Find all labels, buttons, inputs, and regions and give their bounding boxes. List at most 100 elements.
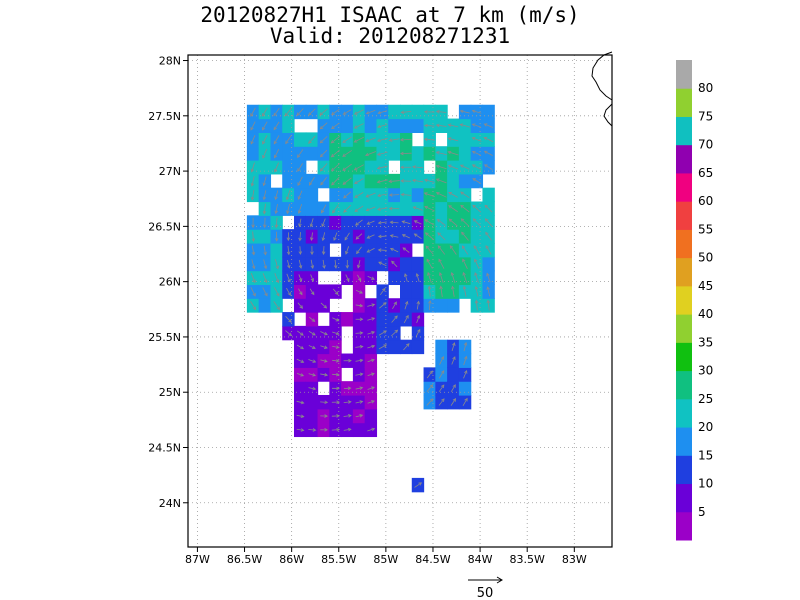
wind-cell <box>305 408 319 424</box>
wind-vector-head <box>485 231 489 236</box>
wind-vector <box>378 344 387 350</box>
wind-vector-head <box>400 165 404 170</box>
wind-vector <box>331 136 340 144</box>
wind-cell <box>329 215 342 230</box>
wind-vector-head <box>366 249 371 253</box>
wind-vector <box>367 220 375 225</box>
wind-vector <box>377 151 388 156</box>
x-tick-label: 86W <box>279 553 304 566</box>
wind-cell <box>341 312 354 327</box>
wind-vector <box>389 138 400 141</box>
wind-vector-head <box>288 332 293 337</box>
wind-vector-head <box>342 139 346 143</box>
wind-vector <box>298 274 302 282</box>
wind-vector-head <box>462 258 466 263</box>
wind-vector-head <box>377 193 381 198</box>
wind-vector <box>487 286 491 297</box>
wind-vector-head <box>355 222 359 226</box>
wind-vector-head <box>343 195 347 199</box>
wind-cell <box>411 118 425 133</box>
wind-vector <box>331 176 340 186</box>
wind-vector <box>415 329 421 337</box>
wind-vector-head <box>485 245 489 249</box>
wind-cell <box>482 187 495 203</box>
wind-cell <box>388 104 401 120</box>
wind-vector-head <box>322 265 326 269</box>
colorbar-segment <box>676 455 692 485</box>
wind-vector <box>273 121 280 130</box>
wind-vector <box>426 370 433 379</box>
wind-vector <box>428 300 431 311</box>
wind-vector-head <box>424 219 429 223</box>
wind-vector-head <box>448 218 453 222</box>
wind-cell <box>458 173 472 189</box>
wind-cell <box>388 118 401 133</box>
wind-cell <box>447 229 460 244</box>
wind-vector <box>438 259 445 269</box>
wind-vector <box>298 190 303 200</box>
wind-vector-head <box>300 428 305 432</box>
wind-vector <box>484 205 493 213</box>
colorbar-label: 65 <box>698 166 713 180</box>
wind-vector <box>355 289 363 294</box>
wind-vector-head <box>371 303 376 307</box>
wind-vector-head <box>412 206 417 210</box>
wind-vector-head <box>440 355 445 360</box>
wind-vector <box>322 259 325 269</box>
wind-vector-head <box>383 344 388 348</box>
wind-vector-head <box>452 356 456 360</box>
wind-vector <box>389 180 400 182</box>
wind-vector <box>425 232 435 241</box>
wind-vector <box>448 151 459 156</box>
wind-vector-head <box>324 345 328 349</box>
wind-vector-head <box>359 317 364 322</box>
wind-vector-head <box>300 345 305 350</box>
wind-vector <box>331 149 340 158</box>
colorbar-segment <box>676 285 692 315</box>
wind-vector <box>345 274 350 282</box>
wind-vector <box>321 204 327 213</box>
colorbar-segment <box>676 398 692 428</box>
wind-vector <box>308 373 316 376</box>
wind-cell <box>329 187 342 203</box>
x-axis-ticks: 87W 86.5W 86W 85.5W 85W 84.5W 84W 83.5W 83W <box>185 547 587 566</box>
wind-vector <box>472 204 482 213</box>
wind-vector-head <box>261 113 266 117</box>
wind-vector <box>355 332 363 334</box>
wind-vector <box>287 245 290 255</box>
wind-vector-head <box>429 384 434 388</box>
wind-vector-head <box>323 359 328 363</box>
wind-vector-head <box>319 139 324 144</box>
colorbar-segment <box>676 314 692 343</box>
wind-vector <box>461 232 469 241</box>
wind-vector <box>391 329 398 337</box>
wind-vector <box>367 317 375 321</box>
wind-vector-head <box>353 167 358 171</box>
wind-vector-head <box>263 265 268 270</box>
wind-vector-head <box>474 285 479 290</box>
wind-cell <box>305 394 319 410</box>
wind-vector-head <box>413 233 418 237</box>
wind-vector-head <box>288 319 292 323</box>
wind-vector-head <box>342 181 347 185</box>
colorbar-label: 15 <box>698 448 713 462</box>
wind-cell <box>352 422 366 438</box>
wind-vector-head <box>262 126 266 131</box>
wind-vector <box>355 387 363 390</box>
wind-vector-head <box>251 265 256 270</box>
wind-cell <box>341 118 354 133</box>
wind-vector-head <box>321 223 325 228</box>
wind-vector-head <box>331 111 335 116</box>
wind-vector <box>436 192 447 198</box>
wind-vector-head <box>377 110 382 115</box>
wind-vector-head <box>348 414 352 418</box>
wind-vector <box>299 218 302 227</box>
wind-cell <box>305 201 319 216</box>
wind-vector <box>448 137 459 142</box>
wind-vector-head <box>471 109 476 114</box>
wind-vector-head <box>394 329 399 334</box>
wind-vector-head <box>483 136 488 141</box>
wind-vector-head <box>486 272 490 277</box>
wind-vector <box>424 138 435 141</box>
wind-vector-head <box>402 247 407 251</box>
